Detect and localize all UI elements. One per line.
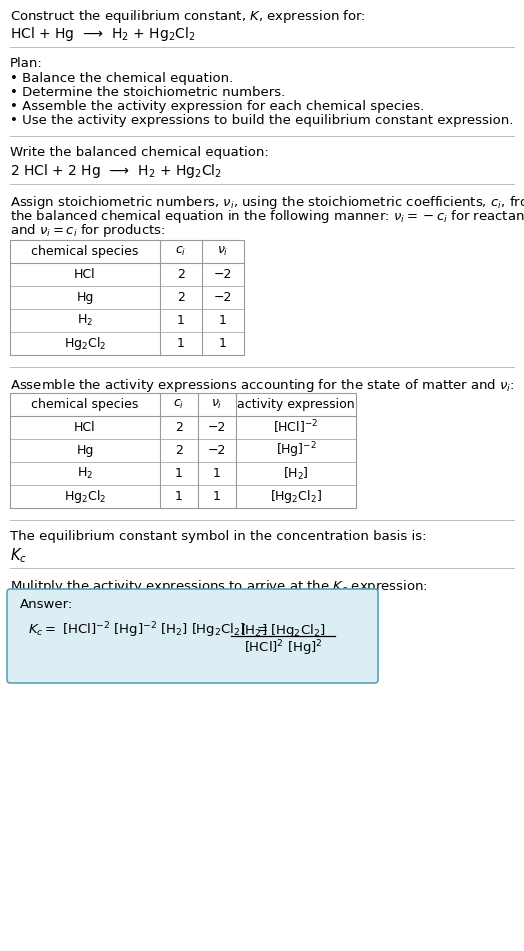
Text: • Use the activity expressions to build the equilibrium constant expression.: • Use the activity expressions to build … xyxy=(10,114,514,127)
Text: $c_i$: $c_i$ xyxy=(173,398,184,411)
Text: [H$_2$] [Hg$_2$Cl$_2$]: [H$_2$] [Hg$_2$Cl$_2$] xyxy=(241,622,326,639)
Text: 2: 2 xyxy=(175,421,183,434)
Text: HCl: HCl xyxy=(74,421,96,434)
Text: H$_2$: H$_2$ xyxy=(77,313,93,328)
Text: 2 HCl + 2 Hg  ⟶  H$_2$ + Hg$_2$Cl$_2$: 2 HCl + 2 Hg ⟶ H$_2$ + Hg$_2$Cl$_2$ xyxy=(10,162,222,180)
Text: Assemble the activity expressions accounting for the state of matter and $\nu_i$: Assemble the activity expressions accoun… xyxy=(10,377,515,394)
Text: HCl + Hg  ⟶  H$_2$ + Hg$_2$Cl$_2$: HCl + Hg ⟶ H$_2$ + Hg$_2$Cl$_2$ xyxy=(10,25,195,43)
Text: activity expression: activity expression xyxy=(237,398,355,411)
Text: 1: 1 xyxy=(177,337,185,350)
Text: 1: 1 xyxy=(177,314,185,327)
Text: and $\nu_i = c_i$ for products:: and $\nu_i = c_i$ for products: xyxy=(10,222,166,239)
Text: $\nu_i$: $\nu_i$ xyxy=(217,245,228,258)
Text: 1: 1 xyxy=(219,337,227,350)
Text: Plan:: Plan: xyxy=(10,57,43,70)
Text: • Assemble the activity expression for each chemical species.: • Assemble the activity expression for e… xyxy=(10,100,424,113)
Text: $K_c$: $K_c$ xyxy=(10,546,27,565)
Bar xyxy=(10,393,356,508)
Text: • Determine the stoichiometric numbers.: • Determine the stoichiometric numbers. xyxy=(10,86,285,99)
Text: $K_c = $ [HCl]$^{-2}$ [Hg]$^{-2}$ [H$_2$] [Hg$_2$Cl$_2$]  $=$: $K_c = $ [HCl]$^{-2}$ [Hg]$^{-2}$ [H$_2$… xyxy=(28,620,268,640)
Text: [Hg$_2$Cl$_2$]: [Hg$_2$Cl$_2$] xyxy=(270,488,322,505)
Text: −2: −2 xyxy=(208,444,226,457)
Text: −2: −2 xyxy=(208,421,226,434)
Text: $c_i$: $c_i$ xyxy=(176,245,187,258)
Text: the balanced chemical equation in the following manner: $\nu_i = -c_i$ for react: the balanced chemical equation in the fo… xyxy=(10,208,524,225)
Text: Mulitply the activity expressions to arrive at the $K_c$ expression:: Mulitply the activity expressions to arr… xyxy=(10,578,428,595)
Text: [HCl]$^2$ [Hg]$^2$: [HCl]$^2$ [Hg]$^2$ xyxy=(244,638,322,657)
Text: Hg$_2$Cl$_2$: Hg$_2$Cl$_2$ xyxy=(64,488,106,505)
Text: Hg: Hg xyxy=(77,444,94,457)
Text: −2: −2 xyxy=(214,268,232,281)
Text: HCl: HCl xyxy=(74,268,96,281)
Text: Hg: Hg xyxy=(77,291,94,304)
Text: $\nu_i$: $\nu_i$ xyxy=(211,398,223,411)
Text: 1: 1 xyxy=(213,467,221,480)
Text: chemical species: chemical species xyxy=(31,245,139,258)
Text: Hg$_2$Cl$_2$: Hg$_2$Cl$_2$ xyxy=(64,335,106,352)
Text: 2: 2 xyxy=(175,444,183,457)
Text: 1: 1 xyxy=(175,490,183,503)
Text: 1: 1 xyxy=(175,467,183,480)
Text: −2: −2 xyxy=(214,291,232,304)
Text: 1: 1 xyxy=(213,490,221,503)
Text: 1: 1 xyxy=(219,314,227,327)
Text: [HCl]$^{-2}$: [HCl]$^{-2}$ xyxy=(274,418,319,437)
FancyBboxPatch shape xyxy=(7,589,378,683)
Text: • Balance the chemical equation.: • Balance the chemical equation. xyxy=(10,72,233,85)
Text: The equilibrium constant symbol in the concentration basis is:: The equilibrium constant symbol in the c… xyxy=(10,530,427,543)
Text: [H$_2$]: [H$_2$] xyxy=(283,465,309,481)
Text: Write the balanced chemical equation:: Write the balanced chemical equation: xyxy=(10,146,269,159)
Text: Construct the equilibrium constant, $K$, expression for:: Construct the equilibrium constant, $K$,… xyxy=(10,8,366,25)
Text: H$_2$: H$_2$ xyxy=(77,466,93,481)
Text: Assign stoichiometric numbers, $\nu_i$, using the stoichiometric coefficients, $: Assign stoichiometric numbers, $\nu_i$, … xyxy=(10,194,524,211)
Text: [Hg]$^{-2}$: [Hg]$^{-2}$ xyxy=(276,440,316,460)
Text: 2: 2 xyxy=(177,291,185,304)
Text: chemical species: chemical species xyxy=(31,398,139,411)
Text: 2: 2 xyxy=(177,268,185,281)
Text: Answer:: Answer: xyxy=(20,598,73,611)
Bar xyxy=(10,240,244,355)
